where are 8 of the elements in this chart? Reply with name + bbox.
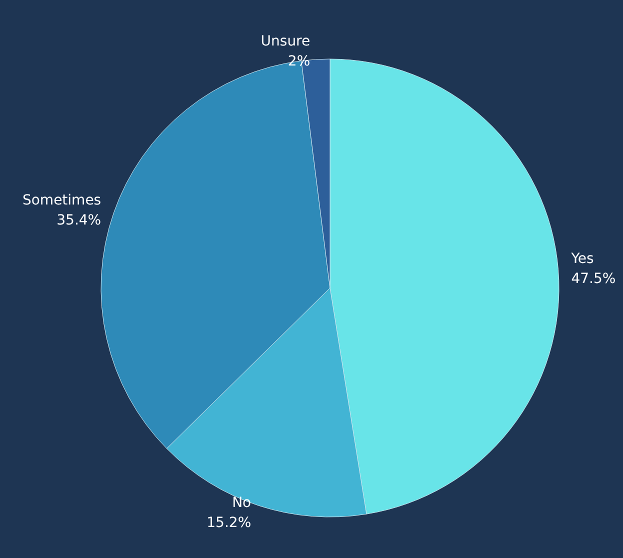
data-label: 15.2%: [206, 515, 252, 532]
slice-label: Yes: [570, 251, 594, 268]
data-label: 47.5%: [571, 271, 616, 288]
data-label: 35.4%: [56, 212, 102, 228]
data-label: 2%: [288, 53, 310, 70]
slice-label: Unsure: [260, 33, 310, 50]
slice-label: Sometimes: [22, 192, 102, 208]
slice-label: No: [232, 495, 252, 512]
